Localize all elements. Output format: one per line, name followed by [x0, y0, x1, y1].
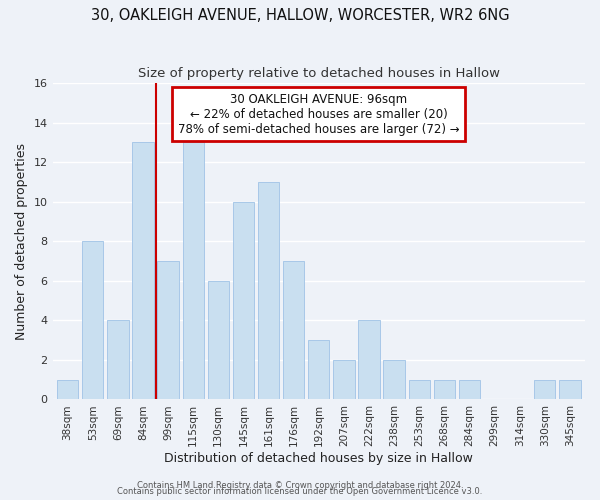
X-axis label: Distribution of detached houses by size in Hallow: Distribution of detached houses by size …: [164, 452, 473, 465]
Bar: [383, 360, 405, 400]
Bar: [283, 261, 304, 400]
Bar: [132, 142, 154, 400]
Bar: [233, 202, 254, 400]
Title: Size of property relative to detached houses in Hallow: Size of property relative to detached ho…: [138, 68, 500, 80]
Y-axis label: Number of detached properties: Number of detached properties: [15, 143, 28, 340]
Text: 30, OAKLEIGH AVENUE, HALLOW, WORCESTER, WR2 6NG: 30, OAKLEIGH AVENUE, HALLOW, WORCESTER, …: [91, 8, 509, 22]
Bar: [82, 242, 103, 400]
Bar: [57, 380, 78, 400]
Text: Contains public sector information licensed under the Open Government Licence v3: Contains public sector information licen…: [118, 487, 482, 496]
Bar: [534, 380, 556, 400]
Bar: [107, 320, 128, 400]
Bar: [208, 281, 229, 400]
Bar: [182, 142, 204, 400]
Bar: [258, 182, 279, 400]
Bar: [559, 380, 581, 400]
Bar: [308, 340, 329, 400]
Bar: [157, 261, 179, 400]
Bar: [333, 360, 355, 400]
Bar: [409, 380, 430, 400]
Text: 30 OAKLEIGH AVENUE: 96sqm
← 22% of detached houses are smaller (20)
78% of semi-: 30 OAKLEIGH AVENUE: 96sqm ← 22% of detac…: [178, 92, 460, 136]
Bar: [459, 380, 480, 400]
Text: Contains HM Land Registry data © Crown copyright and database right 2024.: Contains HM Land Registry data © Crown c…: [137, 481, 463, 490]
Bar: [434, 380, 455, 400]
Bar: [358, 320, 380, 400]
